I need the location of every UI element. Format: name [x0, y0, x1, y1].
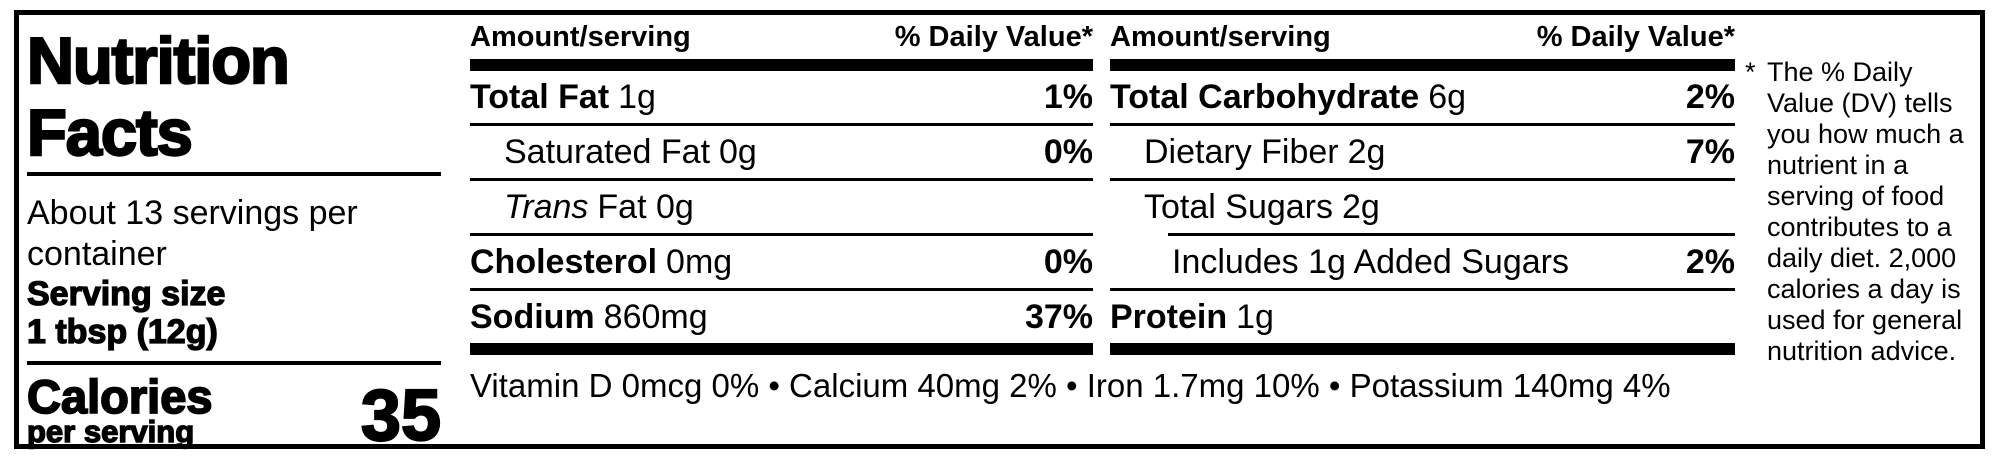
nutrient-amount: 2g — [1342, 187, 1380, 226]
servings-per-container: About 13 servings per container — [27, 194, 358, 273]
nutrient-row-added-sugars: Includes 1g Added Sugars 2% — [1110, 236, 1735, 288]
amount-serving-header: Amount/serving — [470, 21, 691, 53]
nutrient-amount: 1g — [1236, 297, 1274, 336]
nutrient-row-total-sugars: Total Sugars 2g — [1110, 181, 1735, 233]
nutrient-name: Total Fat — [470, 77, 610, 116]
nutrient-dv: 0% — [1043, 242, 1093, 281]
nutrient-amount: 1g — [618, 77, 656, 116]
nutrient-name: Protein — [1110, 297, 1228, 336]
nutrient-dv: 1% — [1043, 77, 1093, 116]
micronutrients-line: Vitamin D 0mcg 0% • Calcium 40mg 2% • Ir… — [470, 367, 1671, 404]
thick-rule — [470, 343, 1093, 355]
thick-rule — [470, 59, 1093, 71]
serving-size-label: Serving size — [26, 274, 226, 313]
divider — [27, 361, 441, 365]
nutrient-dv: 0% — [1043, 132, 1093, 171]
divider — [1168, 233, 1735, 236]
daily-value-header: % Daily Value* — [1536, 21, 1735, 53]
serving-size-value: 1 tbsp (12g) — [26, 312, 218, 351]
column-header: Amount/serving % Daily Value* — [1110, 15, 1735, 59]
divider — [470, 288, 1093, 291]
daily-value-footnote: * The % Daily Value (DV) tells you how m… — [1745, 57, 1967, 367]
nutrient-name: Includes 1g Added Sugars — [1172, 242, 1569, 281]
divider — [470, 123, 1093, 126]
divider — [1110, 288, 1735, 291]
calories-labels: Calories per serving — [26, 370, 213, 449]
nutrient-amount: 860mg — [603, 297, 708, 336]
nutrient-column-1: Amount/serving % Daily Value* Total Fat … — [470, 15, 1093, 355]
nutrition-label-frame: Nutrition Facts About 13 servings per co… — [14, 10, 1985, 456]
thick-rule — [1110, 343, 1735, 355]
nutrient-name: Trans — [504, 187, 589, 226]
left-panel: Nutrition Facts About 13 servings per co… — [26, 15, 442, 456]
nutrient-dv: 2% — [1685, 77, 1735, 116]
nutrient-name: Saturated Fat — [504, 132, 711, 171]
nutrient-row-cholesterol: Cholesterol 0mg 0% — [470, 236, 1093, 288]
nutrient-dv: 37% — [1024, 297, 1093, 336]
nutrient-name: Cholesterol — [470, 242, 658, 281]
calories-row: Calories per serving 35 — [26, 370, 442, 456]
divider — [470, 178, 1093, 181]
divider — [1110, 178, 1735, 181]
nutrient-dv: 2% — [1685, 242, 1735, 281]
nutrient-row-trans-fat: Trans Fat 0g — [470, 181, 1093, 233]
calories-value: 35 — [360, 376, 442, 456]
footnote-text: The % Daily Value (DV) tells you how muc… — [1767, 57, 1964, 366]
calories-sublabel: per serving — [26, 414, 195, 449]
daily-value-header: % Daily Value* — [894, 21, 1093, 53]
nutrient-row-sodium: Sodium 860mg 37% — [470, 291, 1093, 343]
nutrient-amount: 0mg — [666, 242, 733, 281]
nutrient-row-saturated-fat: Saturated Fat 0g 0% — [470, 126, 1093, 178]
nutrient-row-total-fat: Total Fat 1g 1% — [470, 71, 1093, 123]
nutrient-row-total-carbohydrate: Total Carbohydrate 6g 2% — [1110, 71, 1735, 123]
nutrient-column-2: Amount/serving % Daily Value* Total Carb… — [1110, 15, 1735, 355]
label-title-line2: Facts — [26, 95, 194, 169]
nutrient-amount: 0g — [719, 132, 757, 171]
nutrient-amount: Fat 0g — [597, 187, 694, 226]
divider — [27, 172, 441, 176]
label-title: Nutrition Facts — [26, 23, 441, 169]
nutrient-name: Dietary Fiber — [1144, 132, 1339, 171]
column-header: Amount/serving % Daily Value* — [470, 15, 1093, 59]
footnote-asterisk: * — [1745, 57, 1756, 87]
nutrient-amount: 2g — [1347, 132, 1386, 171]
divider — [1110, 123, 1735, 126]
nutrient-row-dietary-fiber: Dietary Fiber 2g 7% — [1110, 126, 1735, 178]
amount-serving-header: Amount/serving — [1110, 21, 1331, 53]
divider — [470, 233, 1093, 236]
nutrient-name: Total Sugars — [1144, 187, 1333, 226]
nutrient-dv: 7% — [1685, 132, 1735, 171]
thick-rule — [1110, 59, 1735, 71]
label-title-line1: Nutrition — [26, 23, 291, 97]
nutrient-amount: 6g — [1428, 77, 1467, 116]
nutrient-name: Total Carbohydrate — [1110, 77, 1420, 116]
nutrient-name: Sodium — [470, 297, 595, 336]
calories-label: Calories — [26, 370, 213, 423]
nutrient-row-protein: Protein 1g — [1110, 291, 1735, 343]
